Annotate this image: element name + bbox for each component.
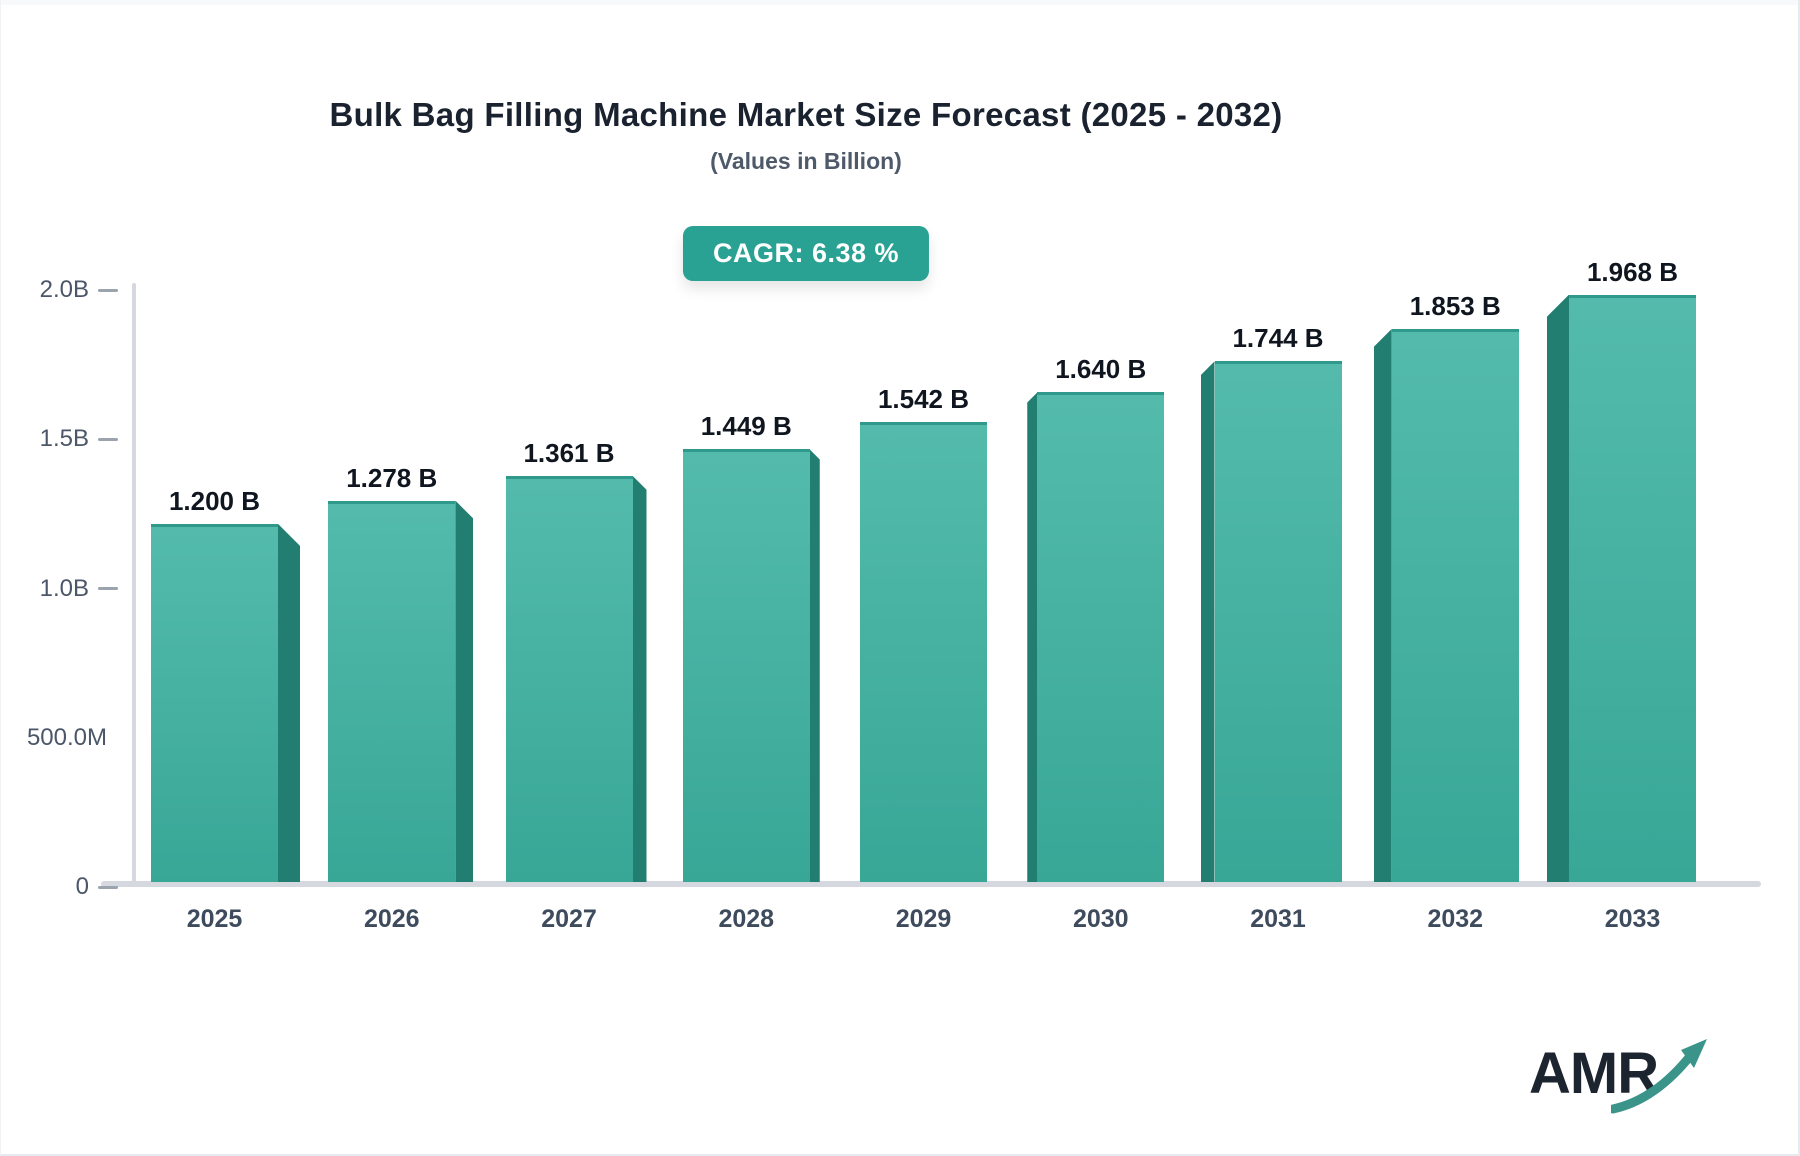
- bar-face: [328, 500, 456, 882]
- bar-face: [1391, 328, 1519, 882]
- x-tick-label: 2026: [363, 905, 420, 933]
- bar-2028: 1.449 B: [682, 411, 820, 882]
- page-top-strip: [1, 0, 1798, 5]
- x-tick-label: 2025: [186, 905, 243, 933]
- x-tick-label: 2028: [718, 905, 775, 933]
- bar-value-label: 1.361 B: [523, 437, 615, 468]
- bar-2026: 1.278 B: [328, 463, 474, 882]
- bar-2027: 1.361 B: [505, 438, 647, 882]
- bar-2030: 1.640 B: [1027, 354, 1165, 882]
- bar-value-label: 1.200 B: [168, 485, 261, 516]
- amr-logo: AMR: [1529, 1039, 1789, 1130]
- bar-chart-plot: 2.0B 1.5B 1.0B 500.0M 0 1.200 B 1.278 B 1.361 …: [1, 250, 1798, 933]
- bar-value-label: 1.542 B: [877, 383, 970, 414]
- bar-face: [1037, 392, 1165, 882]
- y-tick-label: 1.0B: [39, 574, 89, 602]
- x-tick-label: 2032: [1427, 905, 1484, 933]
- bar-2029: 1.542 B: [860, 384, 987, 882]
- bar-face: [1214, 361, 1342, 882]
- bar-side-3d: [455, 500, 474, 882]
- bar-2032: 1.853 B: [1373, 291, 1519, 882]
- bar-side-3d: [1547, 294, 1569, 882]
- bar-2033: 1.968 B: [1547, 257, 1696, 882]
- bar-face: [1569, 294, 1696, 882]
- bar-face: [151, 523, 278, 882]
- bar-value-label: 1.968 B: [1586, 256, 1679, 287]
- bar-2025: 1.200 B: [151, 486, 300, 882]
- bar-value-label: 1.853 B: [1409, 290, 1501, 321]
- y-axis-line: [132, 283, 136, 887]
- x-tick-label: 2030: [1072, 905, 1129, 933]
- x-axis-baseline: [101, 881, 1761, 887]
- cagr-badge: CAGR: 6.38 %: [682, 226, 930, 281]
- y-tick-label: 1.5B: [39, 425, 89, 453]
- bar-face: [505, 475, 633, 882]
- growth-arrow-icon: [1611, 1039, 1707, 1114]
- bar-side-3d: [632, 475, 647, 882]
- y-tick-label: 2.0B: [39, 276, 89, 303]
- x-tick-label: 2027: [541, 905, 597, 933]
- bar-value-label: 1.449 B: [700, 411, 792, 442]
- bar-side-3d: [809, 449, 820, 882]
- x-tick-label: 2031: [1250, 905, 1306, 933]
- bar-side-3d: [1373, 328, 1392, 882]
- y-tick-dash: [98, 288, 118, 292]
- bar-side-3d: [1200, 361, 1215, 882]
- bar-value-label: 1.278 B: [346, 462, 438, 493]
- amr-logo-text: AMR: [1529, 1041, 1659, 1106]
- x-tick-label: 2029: [895, 905, 952, 933]
- bar-side-3d: [278, 523, 300, 882]
- y-tick-label: 0: [75, 873, 89, 900]
- y-tick-dash: [98, 587, 118, 590]
- bar-2031: 1.744 B: [1200, 323, 1342, 882]
- y-tick-dash: [98, 885, 118, 889]
- y-tick-dash: [98, 437, 118, 441]
- bar-side-3d: [1027, 392, 1038, 882]
- bar-value-label: 1.640 B: [1055, 354, 1147, 385]
- chart-subtitle: (Values in Billion): [710, 148, 902, 174]
- bar-face: [682, 449, 810, 882]
- bar-face: [860, 421, 987, 882]
- y-tick-label: 500.0M: [26, 723, 107, 751]
- bar-value-label: 1.744 B: [1232, 323, 1324, 354]
- x-tick-label: 2033: [1604, 905, 1661, 933]
- chart-title: Bulk Bag Filling Machine Market Size For…: [329, 96, 1283, 133]
